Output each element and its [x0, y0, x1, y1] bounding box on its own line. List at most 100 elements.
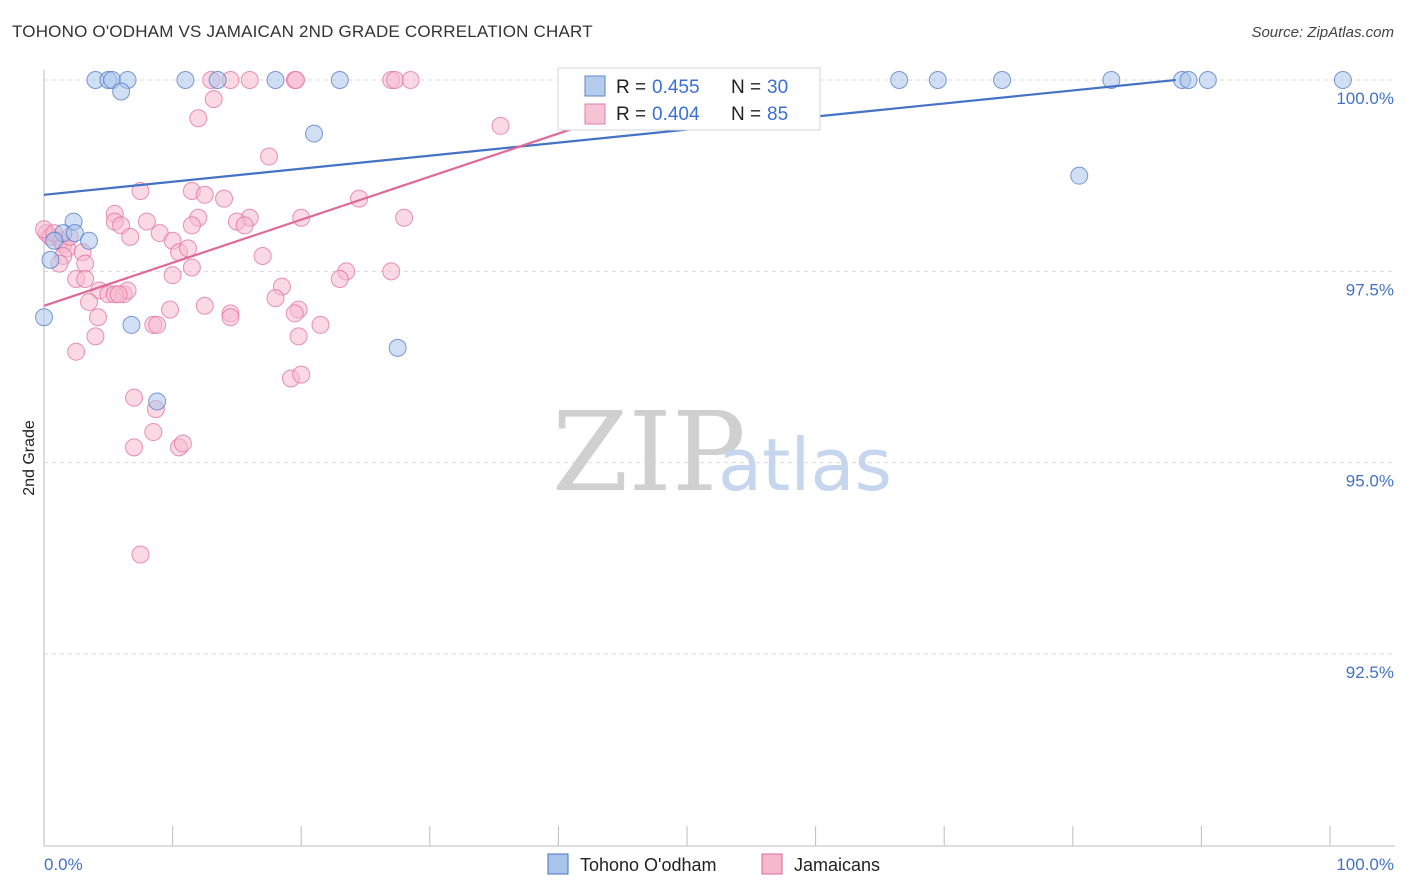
point-tohono: [1198, 71, 1217, 89]
point-jamaican: [161, 300, 180, 319]
x-tick-label-min: 0.0%: [44, 855, 83, 874]
y-tick-label: 95.0%: [1346, 472, 1394, 491]
point-jamaican: [195, 296, 214, 315]
watermark: ZIP atlas: [552, 388, 892, 516]
point-jamaican: [253, 247, 272, 266]
point-tohono: [41, 250, 60, 269]
point-tohono: [388, 338, 407, 357]
legend-r-value-blue: 0.455: [652, 77, 700, 98]
point-jamaican: [221, 308, 240, 327]
legend-n-label-blue: N =: [731, 77, 761, 98]
point-tohono: [148, 392, 167, 411]
legend-r-value-pink: 0.404: [652, 104, 700, 125]
point-tohono: [208, 71, 227, 89]
x-tick-labels: 0.0% 100.0%: [44, 855, 1394, 874]
point-tohono: [1333, 71, 1352, 89]
point-tohono: [65, 224, 84, 243]
point-tohono: [112, 82, 131, 101]
legend-swatch-pink: [584, 103, 606, 125]
point-tohono: [35, 308, 53, 327]
series-legend-label-tohono: Tohono O'odham: [580, 855, 717, 875]
point-jamaican: [386, 71, 405, 89]
point-jamaican: [491, 116, 510, 135]
gridlines: [44, 79, 1395, 655]
point-jamaican: [204, 90, 223, 109]
point-tohono: [1070, 166, 1089, 185]
legend-n-label-pink: N =: [731, 104, 761, 125]
point-jamaican: [260, 147, 279, 166]
point-jamaican: [330, 269, 349, 288]
point-tohono: [45, 231, 64, 250]
trend-line-jamaicans: [43, 98, 662, 307]
point-jamaican: [86, 327, 105, 346]
x-tick-label-max: 100.0%: [1336, 855, 1394, 874]
point-jamaican: [292, 365, 311, 384]
point-jamaican: [240, 71, 259, 89]
trend-line-tohono: [43, 78, 1176, 196]
legend-n-value-blue: 30: [767, 77, 788, 98]
point-tohono: [80, 231, 99, 250]
point-jamaican: [285, 304, 304, 323]
axes: [43, 70, 1395, 847]
point-jamaican: [163, 266, 182, 285]
point-tohono: [330, 71, 349, 89]
series-legend-swatch-tohono: [547, 853, 569, 875]
y-tick-label: 100.0%: [1336, 89, 1394, 108]
point-jamaican: [266, 289, 285, 308]
point-jamaican: [289, 327, 308, 346]
point-jamaican: [131, 545, 150, 564]
x-ticks: [43, 826, 1331, 846]
chart-title: TOHONO O'ODHAM VS JAMAICAN 2ND GRADE COR…: [12, 22, 593, 41]
point-tohono: [1179, 71, 1198, 89]
series-jamaicans-points: [35, 71, 684, 564]
point-tohono: [305, 124, 324, 143]
point-jamaican: [395, 208, 414, 227]
point-tohono: [993, 71, 1012, 89]
trend-lines: [43, 78, 1176, 307]
point-tohono: [176, 71, 195, 89]
point-jamaican: [235, 216, 254, 235]
point-jamaican: [76, 269, 95, 288]
point-jamaican: [182, 258, 201, 277]
correlation-legend: R = 0.455 N = 30 R = 0.404 N = 85: [557, 67, 821, 131]
point-jamaican: [125, 438, 144, 457]
series-legend-label-jamaicans: Jamaicans: [794, 855, 880, 875]
y-axis-label: 2nd Grade: [21, 420, 38, 496]
point-jamaican: [148, 315, 167, 334]
point-jamaican: [80, 292, 99, 311]
legend-r-label-pink: R =: [616, 104, 646, 125]
watermark-zip: ZIP: [552, 388, 746, 516]
point-jamaican: [137, 212, 156, 231]
series-tohono-points: [35, 71, 1352, 411]
point-tohono: [890, 71, 909, 89]
legend-swatch-blue: [584, 75, 606, 97]
watermark-atlas: atlas: [718, 423, 892, 507]
point-jamaican: [109, 285, 128, 304]
point-tohono: [266, 71, 285, 89]
point-jamaican: [67, 342, 86, 361]
series-legend-swatch-jamaicans: [761, 853, 783, 875]
point-jamaican: [76, 254, 95, 273]
point-jamaican: [287, 71, 306, 89]
legend-n-value-pink: 85: [767, 104, 788, 125]
point-tohono: [122, 315, 141, 334]
point-jamaican: [382, 262, 401, 281]
point-jamaican: [401, 71, 420, 89]
point-jamaican: [195, 185, 214, 204]
point-jamaican: [311, 315, 330, 334]
source-label: Source: ZipAtlas.com: [1251, 24, 1394, 41]
point-jamaican: [125, 388, 144, 407]
point-jamaican: [89, 308, 108, 327]
point-jamaican: [121, 227, 140, 246]
point-jamaican: [215, 189, 234, 208]
point-jamaican: [179, 239, 198, 258]
y-tick-label: 97.5%: [1346, 280, 1394, 299]
point-jamaican: [131, 181, 150, 200]
legend-r-label-blue: R =: [616, 77, 646, 98]
y-tick-labels: 92.5% 95.0% 97.5% 100.0%: [1336, 89, 1394, 682]
point-tohono: [1102, 71, 1121, 89]
point-tohono: [928, 71, 947, 89]
point-jamaican: [189, 109, 208, 128]
series-legend: Tohono O'odham Jamaicans: [547, 853, 880, 875]
